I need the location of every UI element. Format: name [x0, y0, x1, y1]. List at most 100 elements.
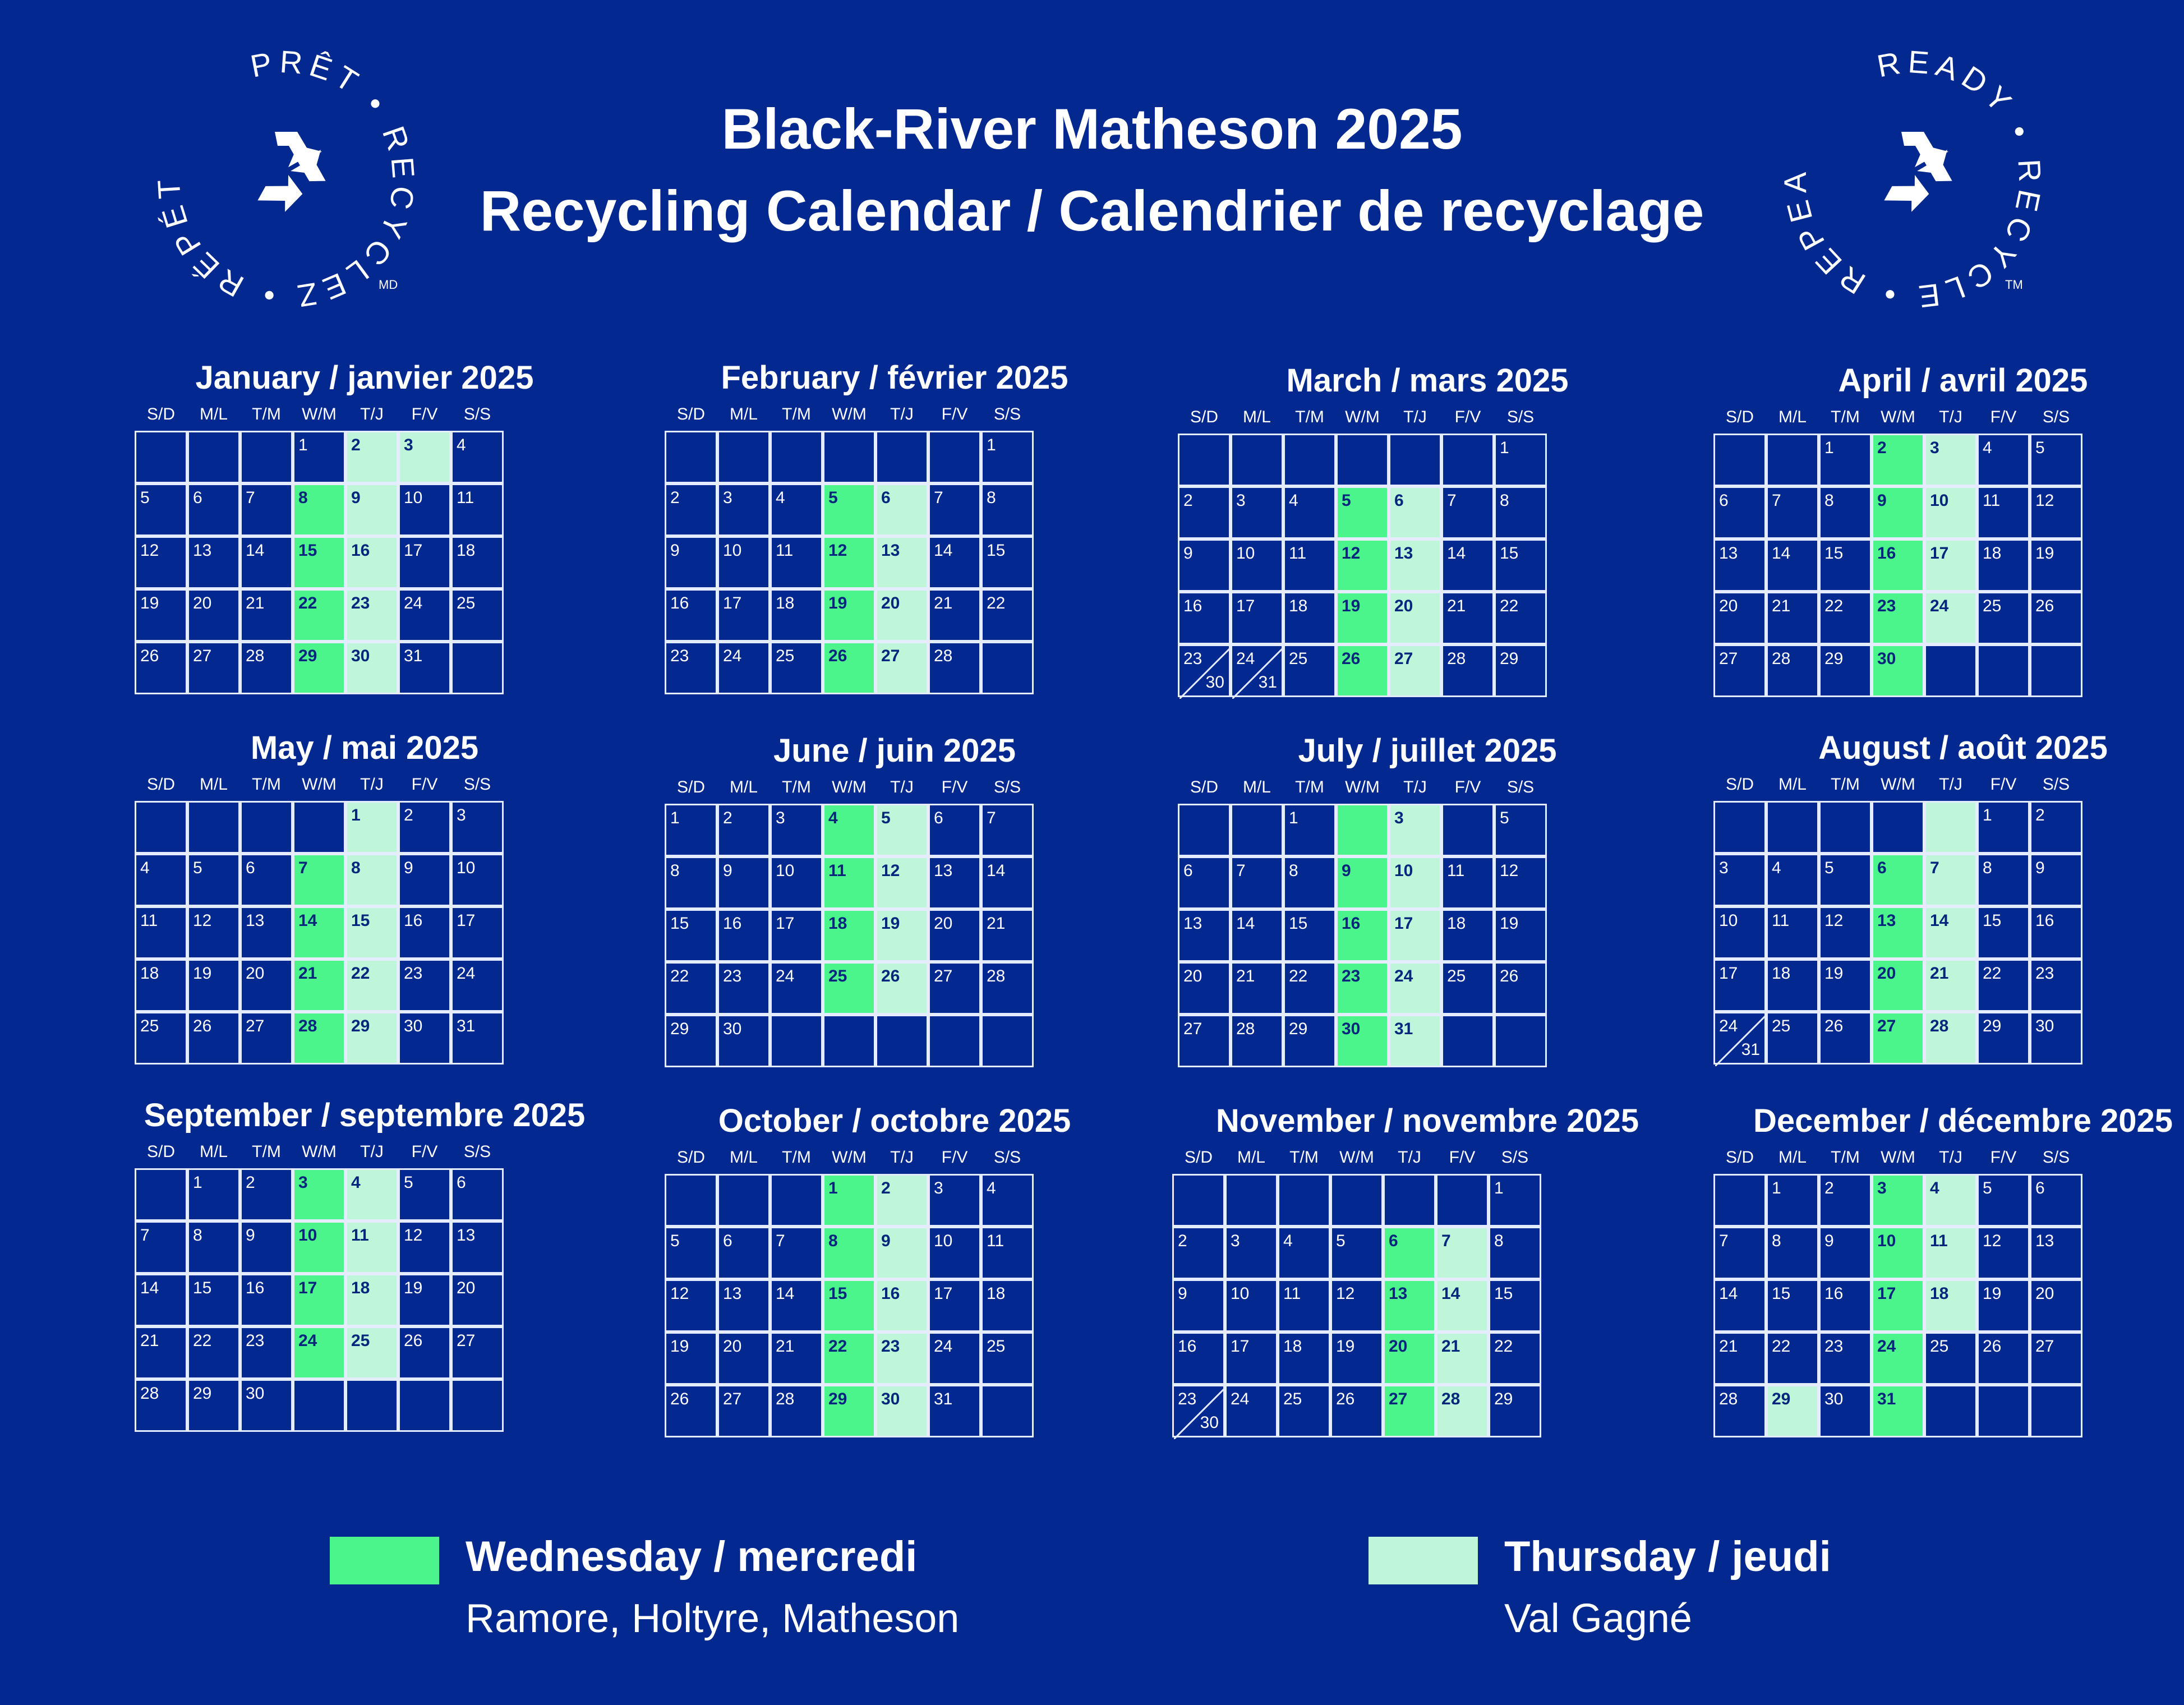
day-cell: 26 — [665, 1385, 717, 1437]
day-number: 28 — [776, 1390, 795, 1408]
day-cell — [981, 1015, 1034, 1067]
day-number: 14 — [1447, 544, 1466, 563]
day-number: 12 — [1336, 1284, 1355, 1303]
day-cell: 18 — [1977, 539, 2030, 592]
day-number: 17 — [298, 1279, 317, 1297]
day-number: 20 — [457, 1279, 476, 1297]
day-cell: 16 — [1819, 1279, 1872, 1332]
day-number: 1 — [1772, 1179, 1781, 1197]
day-cell: 28 — [1766, 644, 1819, 697]
day-number: 26 — [670, 1390, 689, 1408]
day-cell: 15 — [187, 1274, 240, 1326]
day-cell: 28 — [240, 642, 293, 694]
day-number: 18 — [776, 594, 795, 612]
day-cell — [1766, 434, 1819, 486]
day-cell: 21 — [240, 589, 293, 642]
day-cell: 14 — [981, 856, 1034, 909]
day-number: 9 — [670, 541, 680, 560]
day-number: 31 — [457, 1017, 476, 1035]
day-cell: 14 — [928, 536, 981, 589]
title-line-1: Black-River Matheson 2025 — [721, 97, 1463, 161]
day-cell: 28 — [1231, 1015, 1283, 1067]
day-cell: 19 — [1330, 1332, 1383, 1385]
day-cell — [1178, 804, 1231, 856]
day-number: 8 — [670, 861, 680, 880]
day-cell — [665, 431, 717, 483]
month-day-grid: 1 2 3 4 5 6 7 8 9 10 11 12 13 14 15 16 17 18 19 20 21 22 23 24 3… — [1713, 801, 2082, 1066]
day-cell: 27 — [2030, 1332, 2082, 1385]
day-number: 16 — [2035, 911, 2054, 930]
day-cell: 19 — [398, 1274, 451, 1326]
day-cell: 11 — [823, 856, 876, 909]
weekday-header: T/J — [1403, 778, 1427, 796]
day-number: 1 — [1983, 806, 1992, 824]
day-number-second: 30 — [1200, 1413, 1219, 1432]
weekday-header: T/J — [890, 405, 914, 423]
weekday-header: S/S — [463, 775, 491, 794]
day-number: 3 — [1930, 439, 1939, 457]
day-number: 11 — [828, 861, 846, 880]
day-number: 20 — [934, 914, 953, 933]
day-cell: 13 — [240, 906, 293, 959]
day-number: 23 — [881, 1337, 900, 1356]
day-number-second: 30 — [1205, 673, 1224, 692]
day-number: 11 — [140, 911, 158, 930]
day-cell: 26 — [1819, 1012, 1872, 1065]
day-number: 2 — [723, 809, 732, 827]
day-number: 14 — [1930, 911, 1949, 930]
weekday-header: S/D — [1725, 1148, 1754, 1167]
day-cell — [770, 431, 823, 483]
weekday-header: M/L — [1778, 775, 1807, 794]
day-cell: 27 — [717, 1385, 770, 1437]
weekday-header: S/S — [993, 778, 1021, 796]
day-cell — [1441, 434, 1494, 486]
weekday-header: S/D — [1725, 775, 1754, 794]
day-number: 1 — [298, 436, 308, 454]
day-cell: 26 — [823, 642, 876, 694]
day-cell: 21 — [1231, 962, 1283, 1015]
day-cell: 24 — [1924, 592, 1977, 644]
day-number: 17 — [1930, 544, 1949, 563]
day-number: 16 — [1877, 544, 1896, 563]
thursday-swatch — [1369, 1537, 1478, 1584]
day-cell: 16 — [876, 1279, 928, 1332]
day-number: 27 — [1719, 649, 1738, 668]
day-cell: 20 — [1389, 592, 1441, 644]
day-cell: 31 — [398, 642, 451, 694]
day-cell — [451, 642, 504, 694]
day-number: 19 — [670, 1337, 689, 1356]
weekday-header: W/M — [302, 775, 337, 794]
day-cell: 29 — [1819, 644, 1872, 697]
day-number: 8 — [1824, 491, 1834, 510]
day-cell: 27 — [1178, 1015, 1231, 1067]
day-cell: 10 — [1713, 906, 1766, 959]
day-number: 7 — [776, 1232, 785, 1250]
day-number: 27 — [457, 1331, 476, 1350]
day-number: 10 — [723, 541, 742, 560]
day-cell: 19 — [823, 589, 876, 642]
day-cell: 7 — [1713, 1227, 1766, 1279]
day-number: 12 — [193, 911, 212, 930]
day-number: 13 — [1719, 544, 1738, 563]
day-cell — [876, 431, 928, 483]
day-cell: 12 — [2030, 486, 2082, 539]
day-cell: 30 — [2030, 1012, 2082, 1065]
day-cell: 16 — [398, 906, 451, 959]
day-cell — [717, 431, 770, 483]
day-number: 10 — [404, 489, 423, 507]
day-cell: 20 — [240, 959, 293, 1012]
day-cell: 15 — [345, 906, 398, 959]
weekday-header: M/L — [1242, 778, 1271, 796]
day-cell: 11 — [1977, 486, 2030, 539]
day-number: 10 — [776, 861, 795, 880]
day-cell: 24 — [1389, 962, 1441, 1015]
day-number: 1 — [193, 1173, 202, 1192]
recycle-icon — [257, 132, 326, 212]
day-number: 9 — [1877, 491, 1887, 510]
day-cell: 17 — [1872, 1279, 1924, 1332]
day-number: 6 — [1389, 1232, 1398, 1250]
day-cell: 21 — [928, 589, 981, 642]
day-number: 23 — [404, 964, 423, 983]
day-number: 22 — [670, 967, 689, 985]
day-number: 24 — [1877, 1337, 1896, 1356]
